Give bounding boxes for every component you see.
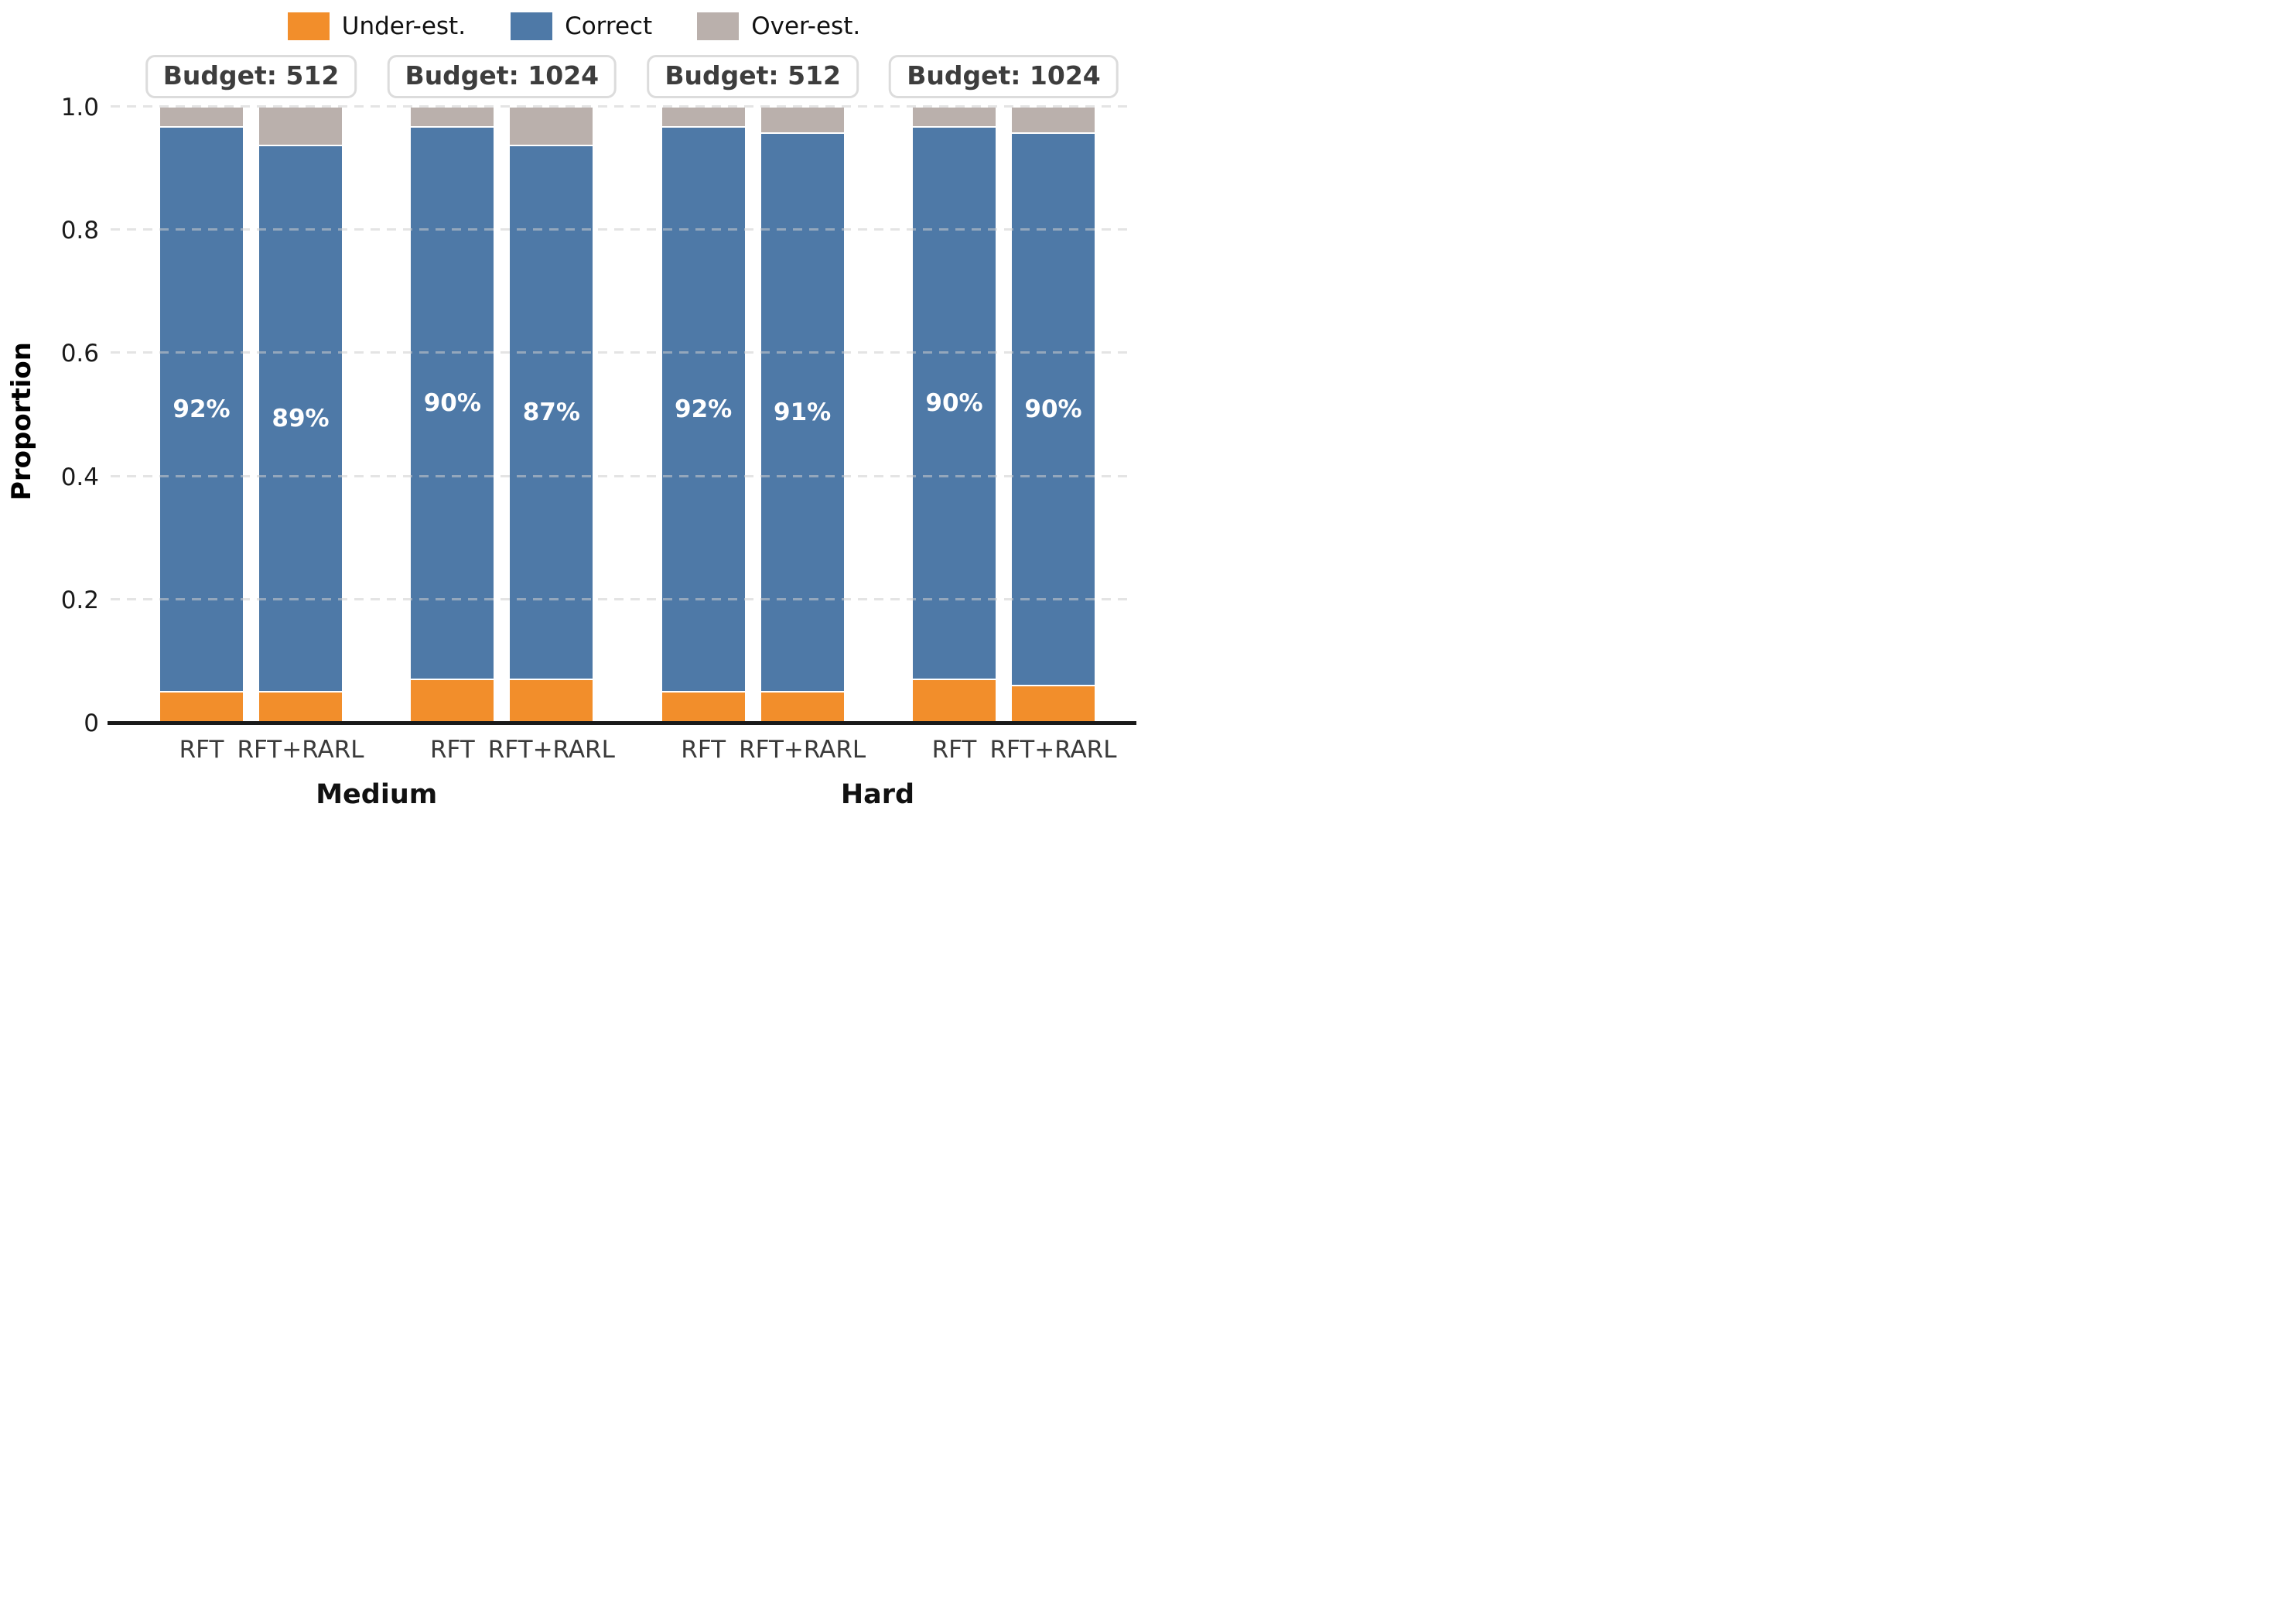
segment-over-est [760,108,844,132]
segment-over-est [912,108,996,126]
stacked-bar-chart-figure: Under-est. Correct Over-est. Proportion … [0,0,1148,810]
x-tick-rft-rarl: RFT+RARL [487,736,615,764]
bar-pair-hard-1024: Budget: 1024 90% RFT 90% RFT+RARL [889,55,1119,764]
segment-over-est [411,108,494,126]
segment-correct: 87% [510,144,593,681]
x-tick-rft: RFT [681,736,726,764]
segment-under-est [510,680,593,723]
budget-annotation-hard-1024: Budget: 1024 [889,55,1119,98]
y-tick-0.6: 0.6 [60,340,99,368]
correct-pct-label: 92% [675,395,733,424]
segment-under-est [760,693,844,723]
x-group-label-hard: Hard [840,779,915,810]
segment-over-est [661,108,745,126]
x-tick-rft-rarl: RFT+RARL [989,736,1117,764]
correct-pct-label: 90% [1024,395,1082,424]
x-tick-rft: RFT [931,736,977,764]
segment-under-est [160,693,243,723]
y-tick-0: 0 [84,710,99,737]
x-tick-rft: RFT [179,736,224,764]
correct-pct-label: 89% [272,404,330,433]
bar-medium-1024-rft-rarl: 87% RFT+RARL [488,108,615,764]
bar-pair-medium-512: Budget: 512 92% RFT 89% RFT+RARL [145,55,364,764]
legend: Under-est. Correct Over-est. [0,12,1148,40]
segment-over-est [259,108,342,145]
correct-pct-label: 90% [925,389,983,418]
plot-area: Budget: 512 92% RFT 89% RFT+RARL [108,55,1136,810]
x-axis-spine [108,721,1136,725]
bar-hard-512-rft: 92% RFT [661,108,745,764]
segment-correct: 90% [912,125,996,681]
segment-over-est [510,108,593,145]
correct-pct-label: 91% [774,398,832,426]
y-tick-0.8: 0.8 [60,217,99,245]
correct-pct-label: 92% [173,395,231,424]
bar-pair-hard-512: Budget: 512 92% RFT 91% RFT+RARL [647,55,866,764]
correct-pct-label: 87% [522,398,580,426]
segment-under-est [411,680,494,723]
correct-pct-label: 90% [423,389,481,418]
segment-correct: 90% [1011,132,1095,687]
x-group-label-medium: Medium [316,779,438,810]
bar-hard-512-rft-rarl: 91% RFT+RARL [739,108,866,764]
legend-item-under-est: Under-est. [287,12,466,40]
y-tick-1.0: 1.0 [60,94,99,121]
bar-medium-512-rft: 92% RFT [160,108,243,764]
legend-label-correct: Correct [565,12,653,40]
legend-label-under-est: Under-est. [341,12,466,40]
bar-medium-1024-rft: 90% RFT [411,108,494,764]
budget-annotation-medium-1024: Budget: 1024 [387,55,617,98]
legend-item-over-est: Over-est. [697,12,860,40]
bars-row: Budget: 512 92% RFT 89% RFT+RARL [111,55,1133,764]
segment-under-est [912,680,996,723]
segment-correct: 89% [259,144,342,693]
x-tick-rft: RFT [429,736,475,764]
x-tick-rft-rarl: RFT+RARL [739,736,866,764]
bar-hard-1024-rft: 90% RFT [912,108,996,764]
segment-correct: 91% [760,132,844,693]
y-axis-ticks: 1.0 0.8 0.6 0.4 0.2 0 [0,94,99,737]
y-tick-0.4: 0.4 [60,463,99,491]
budget-annotation-hard-512: Budget: 512 [647,55,859,98]
x-tick-rft-rarl: RFT+RARL [237,736,364,764]
y-tick-0.2: 0.2 [60,586,99,614]
segment-correct: 92% [661,125,745,693]
bar-hard-1024-rft-rarl: 90% RFT+RARL [989,108,1117,764]
segment-under-est [1011,686,1095,723]
segment-correct: 92% [160,125,243,693]
bar-medium-512-rft-rarl: 89% RFT+RARL [237,108,364,764]
legend-item-correct: Correct [511,12,652,40]
bar-pair-medium-1024: Budget: 1024 90% RFT 87% RFT+RARL [387,55,617,764]
legend-label-over-est: Over-est. [751,12,861,40]
segment-over-est [1011,108,1095,132]
budget-annotation-medium-512: Budget: 512 [145,55,357,98]
legend-swatch-over-est [697,12,740,40]
segment-over-est [160,108,243,126]
segment-under-est [661,693,745,723]
legend-swatch-under-est [287,12,330,40]
legend-swatch-correct [511,12,553,40]
segment-under-est [259,693,342,723]
segment-correct: 90% [411,125,494,681]
